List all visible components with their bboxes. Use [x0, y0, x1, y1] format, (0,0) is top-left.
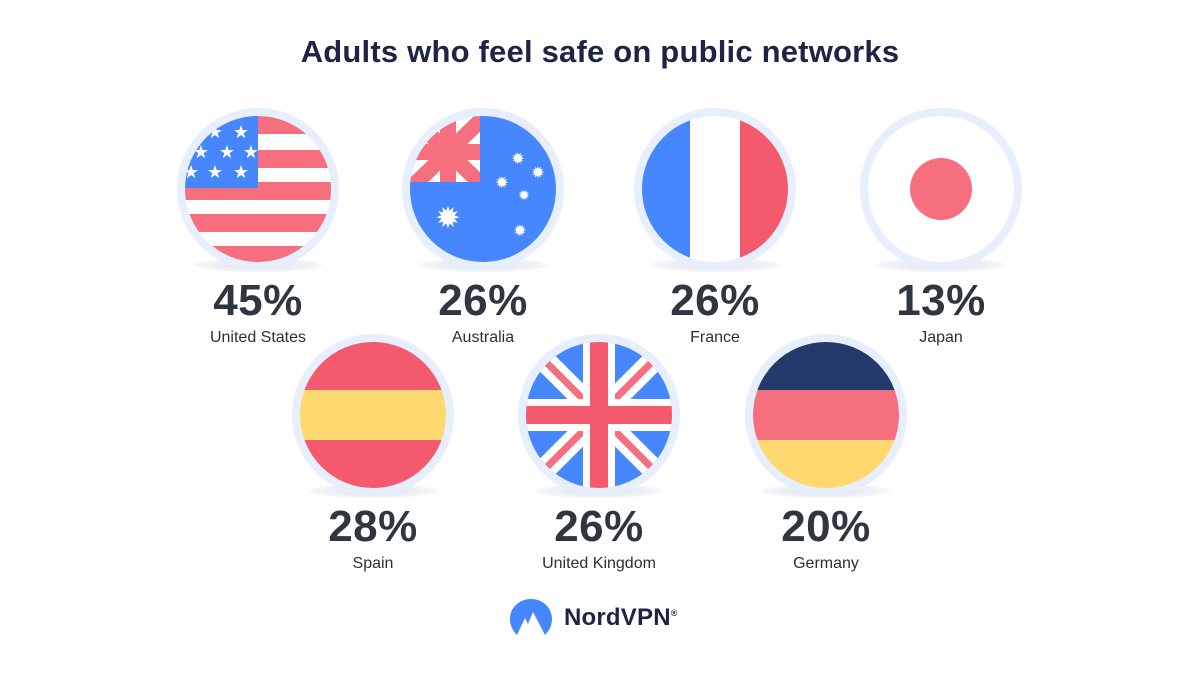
svg-text:✹: ✹ — [531, 163, 544, 182]
value-label: 26% — [383, 276, 583, 326]
country-label: Spain — [273, 555, 473, 573]
svg-text:✹: ✹ — [518, 188, 530, 204]
svg-text:★: ★ — [243, 142, 259, 163]
svg-text:★: ★ — [233, 162, 249, 183]
svg-text:★: ★ — [193, 142, 209, 163]
svg-text:✹: ✹ — [513, 221, 526, 240]
japan-flag-icon — [860, 108, 1022, 270]
svg-text:★: ★ — [207, 162, 223, 183]
svg-text:✹: ✹ — [435, 201, 460, 236]
registered-mark: ® — [671, 608, 678, 618]
value-label: 26% — [615, 276, 815, 326]
svg-text:★: ★ — [185, 162, 199, 183]
svg-text:★: ★ — [207, 122, 223, 143]
value-label: 26% — [499, 502, 699, 552]
brand-name-text: NordVPN — [564, 604, 671, 631]
value-label: 45% — [158, 276, 358, 326]
svg-text:★: ★ — [219, 142, 235, 163]
svg-text:✹: ✹ — [495, 173, 508, 192]
chart-title: Adults who feel safe on public networks — [0, 34, 1200, 70]
value-label: 13% — [841, 276, 1041, 326]
brand-name: NordVPN® — [564, 604, 678, 632]
uk-flag-icon — [518, 334, 680, 496]
germany-flag-icon — [745, 334, 907, 496]
value-label: 28% — [273, 502, 473, 552]
value-label: 20% — [726, 502, 926, 552]
country-label: United Kingdom — [499, 555, 699, 573]
nordvpn-logo: NordVPN® — [508, 598, 678, 638]
australia-flag-icon: ✹ ✹ ✹ ✹ ✹ ✹ — [402, 108, 564, 270]
svg-text:✹: ✹ — [511, 149, 524, 168]
country-label: Germany — [726, 555, 926, 573]
svg-text:★: ★ — [233, 122, 249, 143]
france-flag-icon — [634, 108, 796, 270]
us-flag-icon: ★ ★ ★ ★ ★ ★ ★ ★ — [177, 108, 339, 270]
nordvpn-mountain-logo-icon — [508, 598, 554, 638]
spain-flag-icon — [292, 334, 454, 496]
